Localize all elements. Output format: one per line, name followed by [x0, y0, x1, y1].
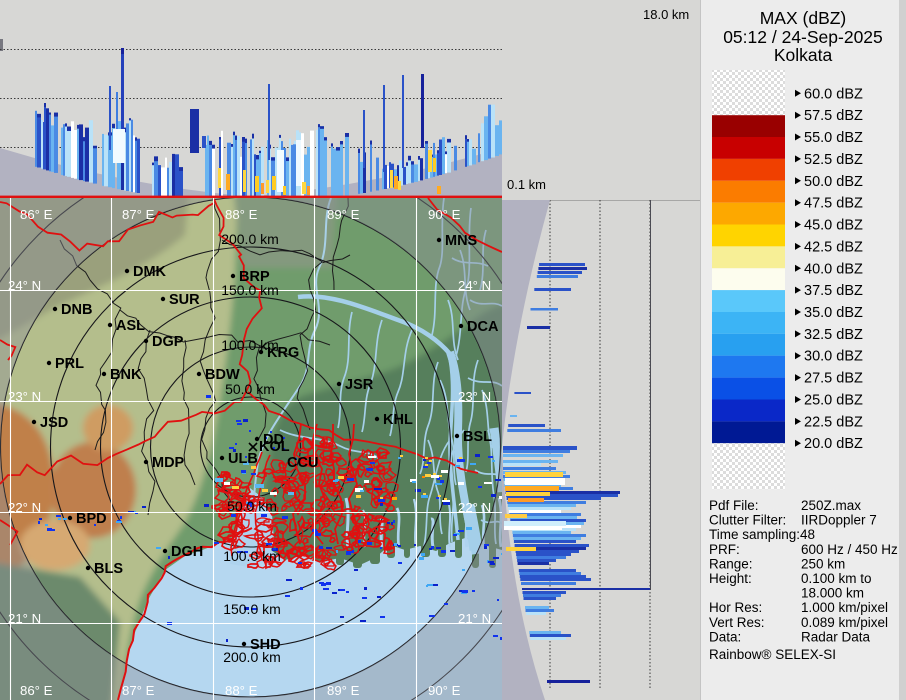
- svg-text:86° E: 86° E: [20, 207, 53, 222]
- svg-text:CCU: CCU: [287, 455, 318, 471]
- svg-text:Data:: Data:: [709, 629, 741, 644]
- svg-text:150.0 km: 150.0 km: [221, 282, 279, 298]
- svg-text:250Z.max: 250Z.max: [801, 498, 861, 513]
- svg-text:BPD: BPD: [76, 511, 107, 527]
- svg-text:200.0 km: 200.0 km: [221, 231, 279, 247]
- svg-text:35.0 dBZ: 35.0 dBZ: [804, 305, 863, 321]
- svg-text:600 Hz / 450 Hz: 600 Hz / 450 Hz: [801, 542, 898, 557]
- svg-text:23° N: 23° N: [458, 389, 491, 404]
- svg-text:ULB: ULB: [228, 451, 258, 467]
- svg-text:0.1 km: 0.1 km: [507, 177, 546, 192]
- svg-text:MAX (dBZ): MAX (dBZ): [760, 8, 847, 28]
- svg-text:20.0 dBZ: 20.0 dBZ: [804, 436, 863, 452]
- svg-text:100.0 km: 100.0 km: [223, 548, 281, 564]
- svg-text:21° N: 21° N: [8, 611, 41, 626]
- svg-text:24° N: 24° N: [8, 278, 41, 293]
- svg-text:Kolkata: Kolkata: [774, 45, 833, 65]
- svg-text:90° E: 90° E: [428, 683, 461, 698]
- svg-text:200.0 km: 200.0 km: [223, 649, 281, 665]
- svg-text:KHL: KHL: [383, 412, 413, 428]
- svg-text:PRF:: PRF:: [709, 542, 740, 557]
- svg-text:47.5 dBZ: 47.5 dBZ: [804, 196, 863, 212]
- svg-text:30.0 dBZ: 30.0 dBZ: [804, 349, 863, 365]
- svg-text:KRG: KRG: [267, 345, 299, 361]
- svg-text:Clutter Filter:: Clutter Filter:: [709, 513, 786, 528]
- svg-text:18.000 km: 18.000 km: [801, 586, 864, 601]
- svg-text:88° E: 88° E: [225, 683, 258, 698]
- svg-text:DGH: DGH: [171, 544, 203, 560]
- svg-text:37.5 dBZ: 37.5 dBZ: [804, 283, 863, 299]
- svg-text:SUR: SUR: [169, 292, 200, 308]
- svg-text:89° E: 89° E: [327, 207, 360, 222]
- svg-text:JSR: JSR: [345, 377, 374, 393]
- svg-text:50.0 km: 50.0 km: [225, 381, 275, 397]
- svg-text:PRL: PRL: [55, 356, 84, 372]
- svg-text:18.0 km: 18.0 km: [643, 7, 689, 22]
- svg-text:22° N: 22° N: [8, 500, 41, 515]
- svg-text:KOL: KOL: [259, 439, 290, 455]
- svg-text:DMK: DMK: [133, 264, 167, 280]
- svg-text:05:12 / 24-Sep-2025: 05:12 / 24-Sep-2025: [723, 27, 883, 47]
- svg-text:90° E: 90° E: [428, 207, 461, 222]
- svg-text:22° N: 22° N: [458, 500, 491, 515]
- svg-text:27.5 dBZ: 27.5 dBZ: [804, 371, 863, 387]
- svg-text:52.5 dBZ: 52.5 dBZ: [804, 152, 863, 168]
- svg-text:57.5 dBZ: 57.5 dBZ: [804, 108, 863, 124]
- svg-text:Time sampling:48: Time sampling:48: [709, 527, 815, 542]
- svg-text:45.0 dBZ: 45.0 dBZ: [804, 218, 863, 234]
- svg-text:0.089 km/pixel: 0.089 km/pixel: [801, 615, 888, 630]
- svg-text:22.5 dBZ: 22.5 dBZ: [804, 414, 863, 430]
- svg-text:BDW: BDW: [205, 367, 240, 383]
- svg-text:MNS: MNS: [445, 233, 478, 249]
- svg-text:40.0 dBZ: 40.0 dBZ: [804, 261, 863, 277]
- svg-text:87° E: 87° E: [122, 207, 155, 222]
- svg-text:32.5 dBZ: 32.5 dBZ: [804, 327, 863, 343]
- svg-text:BRP: BRP: [239, 269, 270, 285]
- svg-text:Range:: Range:: [709, 556, 753, 571]
- svg-text:DNB: DNB: [61, 302, 92, 318]
- svg-text:42.5 dBZ: 42.5 dBZ: [804, 239, 863, 255]
- svg-text:21° N: 21° N: [458, 611, 491, 626]
- svg-text:23° N: 23° N: [8, 389, 41, 404]
- svg-text:BNK: BNK: [110, 367, 142, 383]
- svg-text:1.000 km/pixel: 1.000 km/pixel: [801, 600, 888, 615]
- svg-text:Radar Data: Radar Data: [801, 629, 871, 644]
- svg-text:BLS: BLS: [94, 561, 123, 577]
- svg-text:Pdf File:: Pdf File:: [709, 498, 759, 513]
- svg-text:MDP: MDP: [152, 455, 185, 471]
- svg-text:Vert Res:: Vert Res:: [709, 615, 765, 630]
- svg-text:BSL: BSL: [463, 429, 492, 445]
- svg-text:150.0 km: 150.0 km: [223, 601, 281, 617]
- svg-text:87° E: 87° E: [122, 683, 155, 698]
- svg-text:DCA: DCA: [467, 319, 499, 335]
- svg-text:JSD: JSD: [40, 415, 68, 431]
- svg-text:50.0 dBZ: 50.0 dBZ: [804, 174, 863, 190]
- svg-text:55.0 dBZ: 55.0 dBZ: [804, 130, 863, 146]
- svg-text:60.0 dBZ: 60.0 dBZ: [804, 86, 863, 102]
- svg-text:0.100 km to: 0.100 km to: [801, 571, 872, 586]
- svg-text:Hor Res:: Hor Res:: [709, 600, 762, 615]
- svg-text:50.0 km: 50.0 km: [227, 498, 277, 514]
- svg-text:Height:: Height:: [709, 571, 752, 586]
- svg-text:ASL: ASL: [116, 318, 145, 334]
- svg-text:88° E: 88° E: [225, 207, 258, 222]
- svg-text:Rainbow® SELEX-SI: Rainbow® SELEX-SI: [709, 647, 836, 662]
- svg-text:IIRDoppler 7: IIRDoppler 7: [801, 513, 877, 528]
- svg-text:89° E: 89° E: [327, 683, 360, 698]
- svg-text:86° E: 86° E: [20, 683, 53, 698]
- svg-text:24° N: 24° N: [458, 278, 491, 293]
- svg-text:25.0 dBZ: 25.0 dBZ: [804, 393, 863, 409]
- svg-text:DGP: DGP: [152, 334, 184, 350]
- svg-text:100.0 km: 100.0 km: [221, 337, 279, 353]
- svg-text:DD: DD: [263, 432, 284, 448]
- svg-text:250 km: 250 km: [801, 556, 845, 571]
- svg-text:SHD: SHD: [250, 637, 281, 653]
